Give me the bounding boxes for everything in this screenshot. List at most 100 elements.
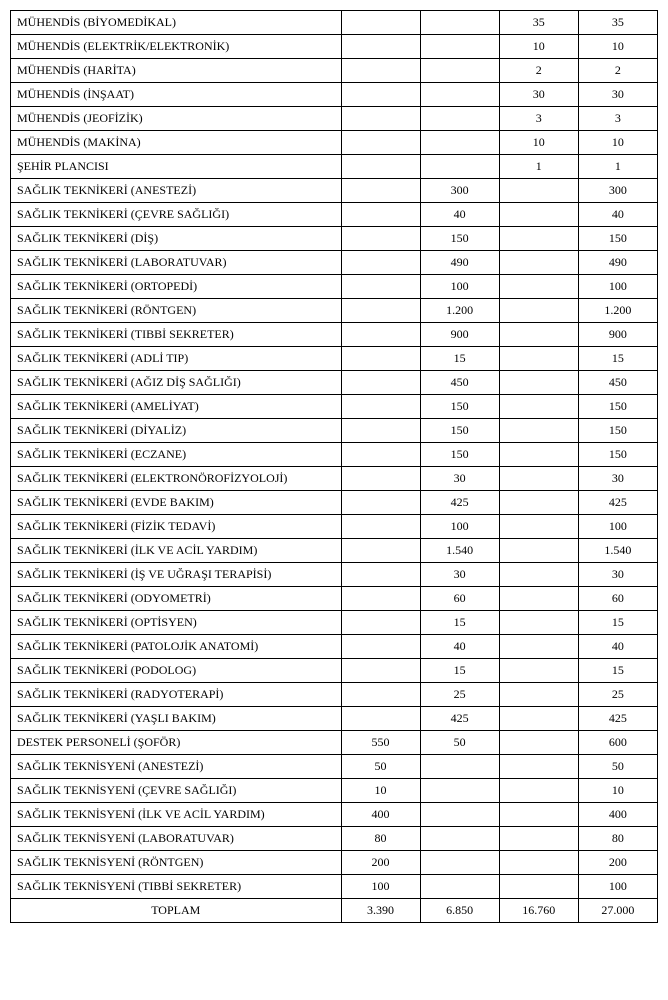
cell-col3: 2 <box>499 59 578 83</box>
cell-col2 <box>420 803 499 827</box>
cell-col4: 150 <box>578 227 657 251</box>
cell-col3 <box>499 587 578 611</box>
cell-col4: 400 <box>578 803 657 827</box>
cell-col1 <box>341 155 420 179</box>
cell-col2: 60 <box>420 587 499 611</box>
cell-col2: 25 <box>420 683 499 707</box>
row-label: SAĞLIK TEKNİKERİ (DİŞ) <box>11 227 342 251</box>
cell-col4: 100 <box>578 875 657 899</box>
table-row: SAĞLIK TEKNİSYENİ (ÇEVRE SAĞLIĞI)1010 <box>11 779 658 803</box>
cell-col4: 35 <box>578 11 657 35</box>
cell-col2: 300 <box>420 179 499 203</box>
cell-col3: 30 <box>499 83 578 107</box>
cell-col3 <box>499 347 578 371</box>
cell-col3 <box>499 323 578 347</box>
cell-col2 <box>420 131 499 155</box>
cell-col1 <box>341 611 420 635</box>
cell-col2: 100 <box>420 515 499 539</box>
table-row: SAĞLIK TEKNİKERİ (YAŞLI BAKIM)425425 <box>11 707 658 731</box>
table-row: MÜHENDİS (MAKİNA)1010 <box>11 131 658 155</box>
cell-col4: 10 <box>578 35 657 59</box>
cell-col4: 100 <box>578 515 657 539</box>
cell-col4: 40 <box>578 635 657 659</box>
cell-col2: 150 <box>420 395 499 419</box>
table-row: SAĞLIK TEKNİKERİ (ANESTEZİ)300300 <box>11 179 658 203</box>
row-label: MÜHENDİS (BİYOMEDİKAL) <box>11 11 342 35</box>
cell-col2 <box>420 755 499 779</box>
cell-col1 <box>341 107 420 131</box>
cell-col3 <box>499 635 578 659</box>
cell-col2: 1.200 <box>420 299 499 323</box>
cell-col3 <box>499 395 578 419</box>
cell-col3 <box>499 419 578 443</box>
row-label: SAĞLIK TEKNİKERİ (RADYOTERAPİ) <box>11 683 342 707</box>
cell-col3: 35 <box>499 11 578 35</box>
table-row: SAĞLIK TEKNİKERİ (LABORATUVAR)490490 <box>11 251 658 275</box>
cell-col1: 100 <box>341 875 420 899</box>
table-row: SAĞLIK TEKNİKERİ (AĞIZ DİŞ SAĞLIĞI)45045… <box>11 371 658 395</box>
cell-col4: 900 <box>578 323 657 347</box>
cell-col1 <box>341 251 420 275</box>
cell-col2 <box>420 107 499 131</box>
cell-col4: 10 <box>578 779 657 803</box>
cell-col4: 425 <box>578 707 657 731</box>
row-label: SAĞLIK TEKNİSYENİ (LABORATUVAR) <box>11 827 342 851</box>
table-row: SAĞLIK TEKNİKERİ (ELEKTRONÖROFİZYOLOJİ)3… <box>11 467 658 491</box>
table-row: SAĞLIK TEKNİKERİ (İŞ VE UĞRAŞI TERAPİSİ)… <box>11 563 658 587</box>
table-row: MÜHENDİS (JEOFİZİK)33 <box>11 107 658 131</box>
cell-col1 <box>341 179 420 203</box>
cell-col4: 150 <box>578 395 657 419</box>
cell-col4: 100 <box>578 275 657 299</box>
table-row: ŞEHİR PLANCISI11 <box>11 155 658 179</box>
table-row: MÜHENDİS (BİYOMEDİKAL) 3535 <box>11 11 658 35</box>
table-row: SAĞLIK TEKNİKERİ (ÇEVRE SAĞLIĞI)4040 <box>11 203 658 227</box>
cell-col1: 80 <box>341 827 420 851</box>
cell-col2: 15 <box>420 347 499 371</box>
row-label: SAĞLIK TEKNİKERİ (ADLİ TIP) <box>11 347 342 371</box>
cell-col4: 15 <box>578 659 657 683</box>
table-row: SAĞLIK TEKNİKERİ (ECZANE)150150 <box>11 443 658 467</box>
cell-col1 <box>341 539 420 563</box>
table-row: SAĞLIK TEKNİKERİ (PODOLOG)1515 <box>11 659 658 683</box>
cell-col1 <box>341 203 420 227</box>
table-row: SAĞLIK TEKNİSYENİ (TIBBİ SEKRETER)100100 <box>11 875 658 899</box>
cell-col4: 30 <box>578 83 657 107</box>
cell-col3 <box>499 491 578 515</box>
row-label: SAĞLIK TEKNİKERİ (FİZİK TEDAVİ) <box>11 515 342 539</box>
cell-col4: 150 <box>578 419 657 443</box>
cell-col1 <box>341 491 420 515</box>
row-label: SAĞLIK TEKNİSYENİ (RÖNTGEN) <box>11 851 342 875</box>
cell-col2: 425 <box>420 707 499 731</box>
cell-col2 <box>420 851 499 875</box>
cell-col2 <box>420 11 499 35</box>
cell-col2: 490 <box>420 251 499 275</box>
table-row: SAĞLIK TEKNİKERİ (OPTİSYEN)1515 <box>11 611 658 635</box>
table-row: SAĞLIK TEKNİKERİ (DİŞ) 150 150 <box>11 227 658 251</box>
cell-col1 <box>341 83 420 107</box>
cell-col2 <box>420 875 499 899</box>
cell-col3 <box>499 707 578 731</box>
row-label: MÜHENDİS (JEOFİZİK) <box>11 107 342 131</box>
cell-col2: 150 <box>420 227 499 251</box>
cell-col3 <box>499 731 578 755</box>
table-row: MÜHENDİS (HARİTA) 22 <box>11 59 658 83</box>
cell-col3: 10 <box>499 35 578 59</box>
cell-col1 <box>341 467 420 491</box>
cell-col4: 450 <box>578 371 657 395</box>
cell-col1 <box>341 419 420 443</box>
cell-col1 <box>341 587 420 611</box>
cell-col1 <box>341 635 420 659</box>
table-row: SAĞLIK TEKNİSYENİ (İLK VE ACİL YARDIM)40… <box>11 803 658 827</box>
cell-col4: 2 <box>578 59 657 83</box>
cell-col4: 60 <box>578 587 657 611</box>
cell-col2: 6.850 <box>420 899 499 923</box>
table-row: SAĞLIK TEKNİKERİ (TIBBİ SEKRETER)900900 <box>11 323 658 347</box>
row-label: MÜHENDİS (HARİTA) <box>11 59 342 83</box>
row-label: MÜHENDİS (ELEKTRİK/ELEKTRONİK) <box>11 35 342 59</box>
cell-col3 <box>499 467 578 491</box>
cell-col3 <box>499 299 578 323</box>
cell-col4: 30 <box>578 563 657 587</box>
cell-col3 <box>499 179 578 203</box>
cell-col2: 40 <box>420 203 499 227</box>
cell-col3: 10 <box>499 131 578 155</box>
